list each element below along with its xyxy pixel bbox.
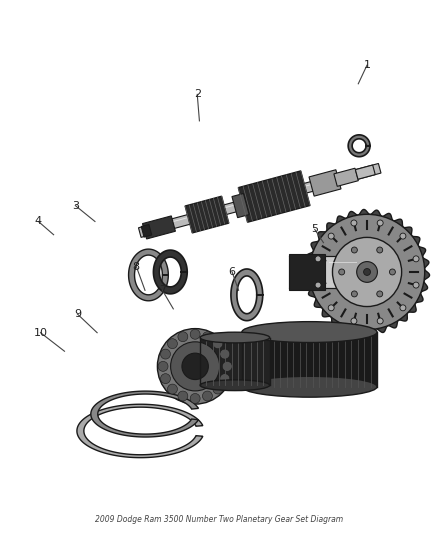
Circle shape [161,374,170,384]
Text: 10: 10 [34,328,48,338]
Circle shape [400,305,406,311]
Polygon shape [91,391,198,437]
Polygon shape [355,165,375,179]
Circle shape [328,305,334,311]
Circle shape [377,291,383,297]
Circle shape [182,353,208,379]
Text: 3: 3 [72,200,79,211]
Circle shape [202,332,212,342]
Polygon shape [309,169,341,196]
Circle shape [377,318,383,324]
Circle shape [332,237,402,306]
Polygon shape [232,193,249,217]
Circle shape [202,391,212,401]
Polygon shape [142,216,175,239]
Text: 9: 9 [74,309,81,319]
Polygon shape [138,164,381,237]
Circle shape [377,247,383,253]
Polygon shape [242,332,377,387]
Circle shape [377,220,383,226]
Circle shape [351,318,357,324]
Circle shape [171,342,220,391]
Text: 8: 8 [133,262,140,271]
Circle shape [190,393,200,403]
Circle shape [309,214,425,329]
Circle shape [222,361,232,372]
Polygon shape [153,250,187,294]
Polygon shape [348,135,370,157]
Polygon shape [304,209,430,335]
Ellipse shape [242,321,377,343]
Circle shape [220,374,230,384]
Ellipse shape [200,380,270,391]
Polygon shape [185,196,229,233]
Circle shape [413,256,419,262]
Polygon shape [238,171,310,222]
Circle shape [220,349,230,359]
Circle shape [315,282,321,288]
Circle shape [351,291,357,297]
Text: 5: 5 [311,224,318,235]
Polygon shape [141,224,152,237]
Polygon shape [289,256,356,288]
Circle shape [364,269,371,276]
Circle shape [213,338,223,349]
Circle shape [328,233,334,239]
Circle shape [178,332,188,342]
Circle shape [158,361,168,372]
Ellipse shape [350,256,360,288]
Ellipse shape [200,332,270,343]
Circle shape [400,233,406,239]
Circle shape [339,269,345,275]
Circle shape [213,384,223,394]
Circle shape [167,384,177,394]
Circle shape [167,338,177,349]
Circle shape [190,329,200,339]
Polygon shape [289,254,325,290]
Text: 7: 7 [159,285,166,295]
Text: 2: 2 [194,90,201,99]
Circle shape [178,391,188,401]
Circle shape [413,282,419,288]
Circle shape [357,262,378,282]
Circle shape [389,269,396,275]
Text: 6: 6 [229,267,236,277]
Polygon shape [129,249,168,301]
Circle shape [161,349,170,359]
Text: 4: 4 [35,216,42,227]
Text: 2009 Dodge Ram 3500 Number Two Planetary Gear Set Diagram: 2009 Dodge Ram 3500 Number Two Planetary… [95,515,343,524]
Polygon shape [200,337,270,385]
Polygon shape [334,168,358,187]
Polygon shape [231,269,263,321]
Circle shape [351,220,357,226]
Circle shape [157,329,233,404]
Text: 1: 1 [364,60,371,70]
Circle shape [351,247,357,253]
Circle shape [315,256,321,262]
Polygon shape [77,404,203,458]
Ellipse shape [242,376,377,397]
